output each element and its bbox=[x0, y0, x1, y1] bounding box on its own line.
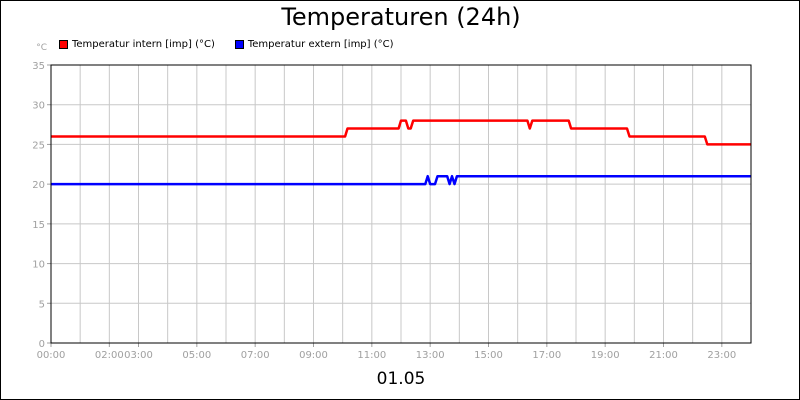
y-tick-label: 35 bbox=[32, 61, 45, 72]
x-tick-label: 15:00 bbox=[474, 350, 503, 361]
legend-swatch-intern bbox=[59, 40, 68, 49]
y-tick-label: 5 bbox=[39, 299, 45, 310]
legend-label-intern: Temperatur intern [imp] (°C) bbox=[72, 39, 215, 50]
x-tick-label: 07:00 bbox=[241, 350, 270, 361]
x-tick-label: 00:00 bbox=[37, 350, 66, 361]
x-tick-label: 09:00 bbox=[299, 350, 328, 361]
y-tick-label: 20 bbox=[32, 180, 45, 191]
x-axis-date-label: 01.05 bbox=[376, 369, 426, 389]
legend-entry-extern: Temperatur extern [imp] (°C) bbox=[234, 39, 394, 50]
chart-title: Temperaturen (24h) bbox=[281, 3, 521, 31]
plot-border bbox=[50, 64, 752, 344]
x-tick-label: 02:00 bbox=[95, 350, 124, 361]
y-axis-unit-label: °C bbox=[36, 43, 47, 53]
x-tick-label: 05:00 bbox=[182, 350, 211, 361]
x-tick-label: 21:00 bbox=[649, 350, 678, 361]
legend-entry-intern: Temperatur intern [imp] (°C) bbox=[59, 39, 215, 50]
legend-swatch-extern bbox=[234, 40, 244, 49]
x-tick-label: 17:00 bbox=[532, 350, 561, 361]
series-line-0 bbox=[51, 119, 751, 146]
y-tick-label: 0 bbox=[39, 339, 45, 350]
x-tick-label: 19:00 bbox=[591, 350, 620, 361]
x-tick-label: 03:00 bbox=[124, 350, 153, 361]
x-tick-label: 13:00 bbox=[416, 350, 445, 361]
y-tick-label: 30 bbox=[32, 101, 45, 112]
y-tick-label: 10 bbox=[32, 260, 45, 271]
series-line-1 bbox=[51, 174, 751, 186]
y-tick-label: 15 bbox=[32, 220, 45, 231]
x-tick-label: 23:00 bbox=[707, 350, 736, 361]
chart-legend: Temperatur intern [imp] (°C) Temperatur … bbox=[59, 39, 394, 50]
legend-label-extern: Temperatur extern [imp] (°C) bbox=[247, 39, 394, 50]
x-tick-label: 11:00 bbox=[357, 350, 386, 361]
y-tick-label: 25 bbox=[32, 140, 45, 151]
